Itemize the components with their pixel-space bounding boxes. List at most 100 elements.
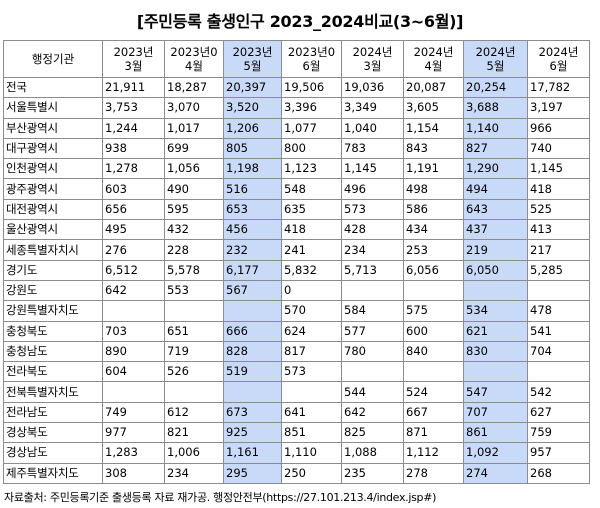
region-cell: 전라북도 <box>3 361 103 383</box>
value-cell: 3,605 <box>403 97 464 119</box>
value-cell: 308 <box>102 462 165 484</box>
region-cell: 전북특별자치도 <box>3 381 103 403</box>
value-cell: 278 <box>403 462 464 484</box>
value-cell: 871 <box>403 422 464 444</box>
table-row: 제주특별자치도 308 234 295 250 235 278 274 268 <box>3 462 590 484</box>
table-row: 대구광역시 938 699 805 800 783 843 827 740 <box>3 137 590 160</box>
value-cell: 3,688 <box>463 97 528 119</box>
value-cell: 534 <box>463 300 528 322</box>
value-cell: 495 <box>102 219 165 241</box>
value-cell: 667 <box>403 401 464 424</box>
table-body: 전국 21,911 18,287 20,397 19,506 19,036 20,087 20… <box>3 76 590 484</box>
region-cell: 전국 <box>3 76 103 99</box>
value-cell: 600 <box>403 320 464 342</box>
value-cell: 584 <box>341 300 404 322</box>
value-cell: 1,040 <box>341 117 404 139</box>
value-cell <box>102 381 165 403</box>
value-cell: 18,287 <box>164 76 224 99</box>
value-cell: 3,753 <box>102 97 165 119</box>
value-cell: 780 <box>341 340 404 363</box>
value-cell: 703 <box>102 320 165 342</box>
value-cell <box>281 381 342 403</box>
region-cell: 충청남도 <box>3 340 103 363</box>
value-cell: 635 <box>281 198 342 221</box>
value-cell: 573 <box>341 198 404 221</box>
region-cell: 인천광역시 <box>3 158 103 180</box>
region-cell: 광주광역시 <box>3 178 103 200</box>
value-cell: 740 <box>527 137 590 160</box>
table-row: 경기도 6,512 5,578 6,177 5,832 5,713 6,056 6,050 5,… <box>3 259 590 281</box>
value-cell: 553 <box>164 279 224 302</box>
region-cell: 강원도 <box>3 279 103 302</box>
header-month: 2023년 5월 <box>223 40 282 78</box>
value-cell: 1,283 <box>102 442 165 464</box>
value-cell: 830 <box>463 340 528 363</box>
value-cell: 1,088 <box>341 442 404 464</box>
value-cell: 1,056 <box>164 158 224 180</box>
value-cell <box>341 361 404 383</box>
value-cell: 235 <box>341 462 404 484</box>
value-cell: 595 <box>164 198 224 221</box>
birth-statistics-table: 행정기관 2023년 3월 2023년0 4월 2023년 5월 2023년0 … <box>3 40 590 484</box>
value-cell: 827 <box>463 137 528 160</box>
header-month: 2023년0 4월 <box>164 40 224 78</box>
value-cell: 413 <box>527 219 590 241</box>
value-cell: 234 <box>164 462 224 484</box>
value-cell: 603 <box>102 178 165 200</box>
table-row: 경상남도 1,283 1,006 1,161 1,110 1,088 1,112 1,092 9… <box>3 442 590 464</box>
value-cell: 496 <box>341 178 404 200</box>
value-cell <box>403 279 464 302</box>
value-cell: 627 <box>527 401 590 424</box>
value-cell: 234 <box>341 239 404 261</box>
region-cell: 울산광역시 <box>3 219 103 241</box>
header-region: 행정기관 <box>3 40 103 78</box>
value-cell: 21,911 <box>102 76 165 99</box>
table-row: 경상북도 977 821 925 851 825 871 861 759 <box>3 422 590 444</box>
value-cell: 19,506 <box>281 76 342 99</box>
table-row: 강원특별자치도 570 584 575 534 478 <box>3 300 590 322</box>
value-cell: 547 <box>463 381 528 403</box>
value-cell: 3,070 <box>164 97 224 119</box>
value-cell: 20,254 <box>463 76 528 99</box>
value-cell: 653 <box>223 198 282 221</box>
value-cell: 494 <box>463 178 528 200</box>
value-cell: 428 <box>341 219 404 241</box>
source-note: 자료출처: 주민등록기준 출생등록 자료 재가공. 행정안전부(https://… <box>4 491 437 504</box>
value-cell: 1,145 <box>527 158 590 180</box>
header-month: 2023년0 6월 <box>281 40 342 78</box>
header-month: 2024년 4월 <box>403 40 464 78</box>
value-cell: 612 <box>164 401 224 424</box>
region-cell: 대전광역시 <box>3 198 103 221</box>
value-cell: 490 <box>164 178 224 200</box>
value-cell: 1,112 <box>403 442 464 464</box>
region-cell: 강원특별자치도 <box>3 300 103 322</box>
value-cell <box>527 361 590 383</box>
value-cell: 20,087 <box>403 76 464 99</box>
value-cell: 268 <box>527 462 590 484</box>
header-month: 2024년 5월 <box>463 40 528 78</box>
value-cell: 707 <box>463 401 528 424</box>
header-month: 2024년 3월 <box>341 40 404 78</box>
value-cell: 519 <box>223 361 282 383</box>
region-cell: 경상남도 <box>3 442 103 464</box>
value-cell <box>223 300 282 322</box>
value-cell: 1,290 <box>463 158 528 180</box>
value-cell: 418 <box>281 219 342 241</box>
value-cell: 3,396 <box>281 97 342 119</box>
value-cell: 642 <box>341 401 404 424</box>
value-cell: 434 <box>403 219 464 241</box>
table-row: 광주광역시 603 490 516 548 496 498 494 418 <box>3 178 590 200</box>
table-row: 충청북도 703 651 666 624 577 600 621 541 <box>3 320 590 342</box>
value-cell: 478 <box>527 300 590 322</box>
value-cell: 542 <box>527 381 590 403</box>
value-cell <box>463 279 528 302</box>
value-cell <box>463 361 528 383</box>
value-cell: 621 <box>463 320 528 342</box>
value-cell: 418 <box>527 178 590 200</box>
value-cell: 567 <box>223 279 282 302</box>
table-row: 강원도 642 553 567 0 <box>3 279 590 302</box>
value-cell: 642 <box>102 279 165 302</box>
value-cell: 825 <box>341 422 404 444</box>
value-cell: 1,278 <box>102 158 165 180</box>
value-cell <box>164 300 224 322</box>
